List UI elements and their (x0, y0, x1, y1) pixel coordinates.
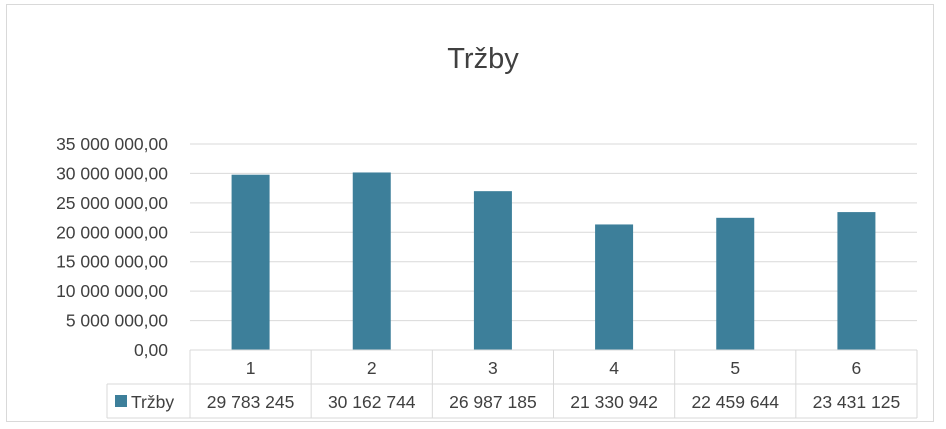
y-tick-label: 5 000 000,00 (66, 311, 168, 331)
bar (595, 224, 634, 350)
legend-swatch (115, 395, 127, 407)
data-table-value: 26 987 185 (449, 392, 537, 412)
bar (231, 174, 270, 350)
y-tick-label: 15 000 000,00 (56, 252, 168, 272)
y-axis-tick-labels: 0,00 5 000 000,00 10 000 000,00 15 000 000,… (56, 134, 168, 360)
chart-frame (6, 4, 934, 422)
bar (352, 172, 391, 350)
y-tick-label: 30 000 000,00 (56, 163, 168, 183)
bars (231, 172, 876, 350)
data-table-value: 29 783 245 (207, 392, 295, 412)
legend-label: Tržby (131, 392, 174, 412)
chart-title: Tržby (447, 43, 519, 75)
y-tick-label: 20 000 000,00 (56, 222, 168, 242)
y-tick-label: 0,00 (134, 340, 168, 360)
x-tick-label: 3 (488, 358, 498, 378)
data-table: 1 2 3 4 5 6 Tržby 29 783 245 30 162 744 26 987 18… (106, 349, 918, 419)
gridlines (190, 143, 917, 322)
x-tick-label: 4 (609, 358, 619, 378)
x-tick-label: 1 (246, 358, 256, 378)
x-tick-label: 5 (730, 358, 740, 378)
y-tick-label: 35 000 000,00 (56, 134, 168, 154)
data-table-value: 23 431 125 (813, 392, 901, 412)
data-table-value: 21 330 942 (570, 392, 658, 412)
x-tick-label: 6 (852, 358, 862, 378)
data-table-value: 22 459 644 (691, 392, 779, 412)
bar (716, 217, 755, 350)
data-table-value: 30 162 744 (328, 392, 416, 412)
bar (473, 191, 512, 350)
bar (837, 212, 876, 350)
y-tick-label: 25 000 000,00 (56, 193, 168, 213)
x-tick-label: 2 (367, 358, 377, 378)
y-tick-label: 10 000 000,00 (56, 281, 168, 301)
